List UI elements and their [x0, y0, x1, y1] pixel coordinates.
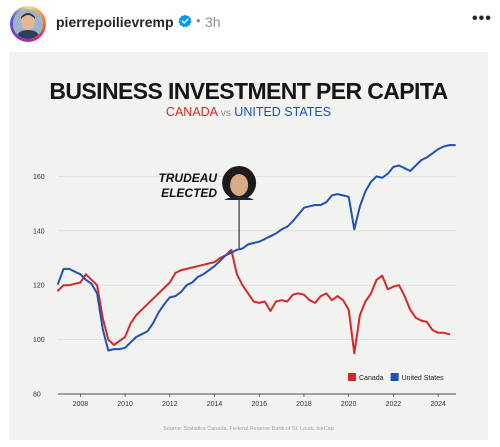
chart-source: Source: Statistics Canada, Federal Reser… [163, 426, 334, 432]
x-tick-label: 2010 [117, 401, 133, 408]
chart-image[interactable]: BUSINESS INVESTMENT PER CAPITA CANADA vs… [9, 52, 488, 440]
x-tick-label: 2022 [386, 401, 402, 408]
chart-subtitle: CANADA vs UNITED STATES [9, 105, 488, 119]
line-chart: 80 100 120 140 160 2008 2010 2012 2014 2016 2018 20… [33, 144, 456, 408]
portrait-face [230, 174, 249, 196]
legend-swatch [348, 373, 356, 381]
more-options-icon[interactable]: ••• [472, 10, 492, 27]
story-ring[interactable] [10, 6, 46, 42]
x-tick-label: 2012 [162, 401, 178, 408]
annotation-label-line1: TRUDEAU [158, 171, 217, 185]
x-tick-label: 2024 [430, 401, 446, 408]
annotation-portrait [222, 166, 257, 200]
x-tick-label: 2014 [207, 401, 223, 408]
verified-badge-icon [178, 14, 192, 28]
post-time[interactable]: 3h [205, 14, 221, 30]
chart-legend: Canada United States [348, 373, 444, 382]
chart-title: BUSINESS INVESTMENT PER CAPITA [49, 78, 448, 104]
avatar[interactable] [13, 9, 43, 39]
legend-label: Canada [359, 375, 384, 382]
post-header: pierrepoilievremp • 3h ••• [0, 0, 500, 48]
y-tick-label: 80 [33, 392, 41, 399]
profile-photo [13, 9, 43, 39]
legend-label: United States [402, 375, 445, 382]
x-tick-label: 2020 [341, 401, 357, 408]
series-line-united-states [57, 144, 456, 352]
subtitle-canada: CANADA [165, 105, 218, 119]
x-tick-label: 2018 [296, 401, 312, 408]
y-tick-label: 140 [33, 228, 45, 235]
series-line-canada [57, 248, 451, 355]
portrait-hair [229, 170, 250, 179]
portrait-shoulders [224, 196, 255, 200]
subtitle-vs: vs [220, 108, 231, 119]
subtitle-united-states: UNITED STATES [234, 105, 332, 119]
username[interactable]: pierrepoilievremp [56, 14, 174, 30]
legend-swatch [390, 373, 399, 381]
x-tick-label: 2008 [73, 401, 89, 408]
y-tick-label: 160 [33, 174, 45, 181]
annotation-label-line2: ELECTED [161, 186, 217, 200]
x-tick-label: 2016 [251, 401, 267, 408]
y-tick-label: 120 [33, 283, 45, 290]
y-tick-label: 100 [33, 337, 45, 344]
separator-dot: • [196, 13, 201, 28]
